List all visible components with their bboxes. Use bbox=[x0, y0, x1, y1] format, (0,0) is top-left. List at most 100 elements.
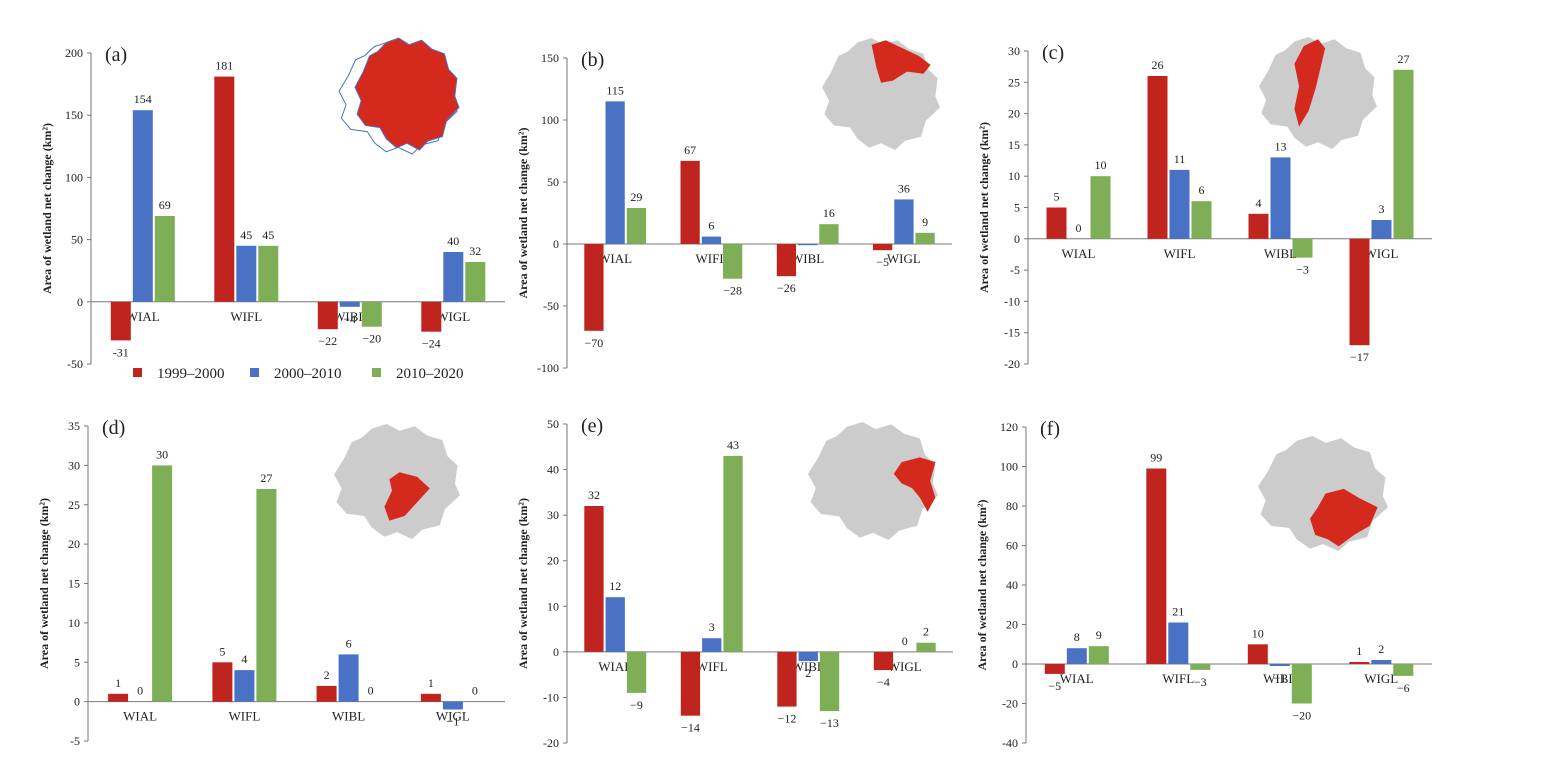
data-label: 6 bbox=[1199, 183, 1205, 197]
y-tick-label: 25 bbox=[1008, 75, 1020, 89]
y-tick-label: 30 bbox=[547, 508, 559, 522]
y-tick-label: 40 bbox=[547, 463, 559, 477]
data-label: 1 bbox=[1356, 644, 1362, 658]
y-tick-label: -5 bbox=[1010, 263, 1020, 277]
bar bbox=[442, 701, 463, 710]
bar bbox=[1090, 176, 1111, 239]
y-axis-title: Area of wetland net change (km²) bbox=[977, 122, 991, 293]
data-label: 5 bbox=[1054, 190, 1060, 204]
bar bbox=[108, 693, 129, 702]
y-tick-label: 60 bbox=[1006, 539, 1018, 553]
bar bbox=[605, 597, 625, 652]
x-category-label: WIAL bbox=[1060, 671, 1094, 686]
panel-label: (f) bbox=[1040, 418, 1060, 440]
bar bbox=[1292, 238, 1313, 258]
x-category-label: WIGL bbox=[887, 251, 921, 266]
y-tick-label: 25 bbox=[68, 498, 80, 512]
data-label: 69 bbox=[159, 198, 171, 212]
y-tick-label: 15 bbox=[68, 577, 80, 591]
bar bbox=[701, 236, 722, 244]
bar bbox=[873, 244, 893, 251]
data-label: 4 bbox=[1256, 196, 1262, 210]
y-tick-label: 10 bbox=[1008, 169, 1020, 183]
x-category-label: WIBL bbox=[1263, 671, 1296, 686]
y-tick-label: 10 bbox=[68, 616, 80, 630]
bar bbox=[605, 101, 625, 245]
y-tick-label: 20 bbox=[1006, 618, 1018, 632]
y-tick-label: 20 bbox=[68, 537, 80, 551]
x-category-label: WIGL bbox=[436, 709, 470, 724]
map-base bbox=[808, 422, 938, 540]
bar bbox=[1291, 664, 1312, 704]
bar bbox=[1147, 76, 1168, 239]
y-axis-title: Area of wetland net change (km²) bbox=[40, 123, 54, 294]
data-label: −20 bbox=[362, 332, 381, 346]
x-category-label: WIBL bbox=[1264, 246, 1297, 261]
data-label: 26 bbox=[1152, 58, 1164, 72]
x-category-label: WIFL bbox=[696, 659, 728, 674]
y-axis-title: Area of wetland net change (km²) bbox=[975, 499, 989, 670]
data-label: 2 bbox=[324, 668, 330, 682]
y-tick-label: 0 bbox=[77, 295, 83, 309]
bar bbox=[132, 110, 153, 302]
bar bbox=[1269, 664, 1290, 666]
bar bbox=[420, 693, 441, 702]
bar bbox=[798, 244, 818, 246]
bar bbox=[1349, 662, 1370, 664]
y-tick-label: 20 bbox=[1008, 107, 1020, 121]
bar bbox=[819, 651, 840, 712]
x-category-label: WIBL bbox=[792, 659, 825, 674]
y-tick-label: -50 bbox=[543, 299, 559, 313]
data-label: 6 bbox=[708, 219, 714, 233]
data-label: −26 bbox=[777, 281, 796, 295]
y-axis-title: Area of wetland net change (km²) bbox=[516, 498, 530, 669]
data-label: 5 bbox=[219, 644, 225, 658]
y-tick-label: -15 bbox=[1004, 326, 1020, 340]
x-category-label: WIAL bbox=[123, 709, 157, 724]
data-label: 43 bbox=[727, 438, 739, 452]
y-tick-label: 0 bbox=[1014, 232, 1020, 246]
data-label: 45 bbox=[262, 228, 274, 242]
data-label: −28 bbox=[723, 284, 742, 298]
bar bbox=[1088, 646, 1109, 664]
panel-label: (d) bbox=[102, 417, 125, 439]
bar bbox=[584, 506, 604, 652]
y-tick-label: 30 bbox=[68, 458, 80, 472]
bar bbox=[894, 199, 914, 244]
x-category-label: WIFL bbox=[1164, 246, 1196, 261]
data-label: 12 bbox=[609, 579, 621, 593]
y-tick-label: 0 bbox=[553, 645, 559, 659]
x-category-label: WIFL bbox=[695, 251, 727, 266]
chart-panel-a: -50 0 50 100 150 200 Area of wetland net chang… bbox=[40, 37, 505, 371]
y-tick-label: 15 bbox=[1008, 138, 1020, 152]
y-tick-label: -100 bbox=[537, 361, 559, 375]
legend-swatch bbox=[250, 368, 259, 377]
data-label: 21 bbox=[1172, 605, 1184, 619]
y-tick-label: 50 bbox=[547, 175, 559, 189]
bar bbox=[1248, 213, 1269, 239]
y-tick-label: -10 bbox=[1004, 294, 1020, 308]
bar bbox=[361, 301, 382, 327]
chart-panel-b: -100 -50 0 50 100 150 Area of wetland net chan… bbox=[516, 38, 952, 375]
x-category-label: WIFL bbox=[228, 709, 260, 724]
data-label: −70 bbox=[584, 336, 603, 350]
bar bbox=[1066, 648, 1087, 664]
y-tick-label: 100 bbox=[1000, 460, 1018, 474]
bar bbox=[1371, 220, 1392, 239]
x-category-label: WIBL bbox=[332, 709, 365, 724]
data-label: 30 bbox=[156, 447, 168, 461]
x-category-label: WIAL bbox=[598, 251, 632, 266]
bar bbox=[1393, 664, 1414, 676]
map-region bbox=[871, 40, 931, 83]
map-region bbox=[1310, 488, 1378, 547]
x-category-label: WIGL bbox=[436, 309, 470, 324]
y-tick-label: 10 bbox=[547, 599, 559, 613]
x-category-label: WIGL bbox=[1364, 671, 1398, 686]
y-tick-label: 20 bbox=[547, 554, 559, 568]
data-label: 115 bbox=[606, 83, 624, 97]
bar bbox=[776, 244, 797, 277]
bar bbox=[626, 651, 647, 693]
data-label: −4 bbox=[343, 312, 356, 326]
bar bbox=[1046, 207, 1067, 239]
